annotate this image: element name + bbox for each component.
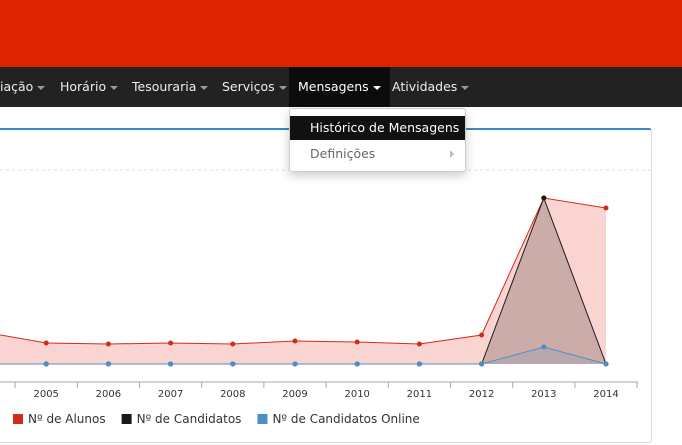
area bbox=[0, 198, 606, 364]
point bbox=[416, 341, 422, 347]
x-tick-label: 2013 bbox=[531, 389, 556, 400]
point bbox=[105, 361, 111, 367]
submenu-arrow bbox=[450, 150, 454, 158]
nav-item[interactable]: Tesouraria bbox=[123, 67, 217, 107]
nav-bar: iação Horário Tesouraria Serviços Mensagens A… bbox=[0, 67, 682, 107]
x-tick-label: 2008 bbox=[220, 389, 245, 400]
point bbox=[230, 361, 236, 367]
legend-label: Nº de Candidatos Online bbox=[272, 412, 419, 426]
nav-item[interactable]: Horário bbox=[51, 67, 127, 107]
legend-swatch bbox=[13, 414, 23, 424]
point bbox=[603, 361, 609, 367]
point bbox=[479, 361, 485, 367]
point bbox=[43, 361, 49, 367]
header bbox=[0, 0, 682, 67]
x-tick-label: 2012 bbox=[469, 389, 494, 400]
x-tick-label: 2010 bbox=[344, 389, 369, 400]
point bbox=[416, 361, 422, 367]
nav-item[interactable]: Serviços bbox=[213, 67, 296, 107]
legend-swatch bbox=[121, 414, 132, 424]
x-tick-label: 2005 bbox=[33, 389, 58, 400]
legend-swatch bbox=[257, 414, 268, 424]
point bbox=[105, 341, 111, 347]
point bbox=[292, 338, 298, 344]
point bbox=[354, 361, 360, 367]
point bbox=[479, 332, 485, 338]
menu-item[interactable]: Definições bbox=[310, 146, 376, 161]
x-tick-label: 2011 bbox=[407, 389, 432, 400]
x-tick-label: 2006 bbox=[96, 389, 121, 400]
point bbox=[230, 341, 236, 347]
point bbox=[354, 339, 360, 345]
nav-item[interactable]: Atividades bbox=[383, 67, 478, 107]
chart: 2005 2006 2007 2008 2009 2010 2011 2012 2013 2014… bbox=[0, 169, 650, 426]
point bbox=[168, 340, 174, 346]
legend-label: Nº de Candidatos bbox=[137, 412, 242, 426]
point bbox=[168, 361, 174, 367]
x-tick-label: 2009 bbox=[282, 389, 307, 400]
x-tick-label: 2014 bbox=[593, 389, 618, 400]
nav-item[interactable]: iação bbox=[0, 67, 54, 107]
point bbox=[541, 344, 547, 350]
point bbox=[603, 205, 609, 211]
legend-label: Nº de Alunos bbox=[28, 412, 106, 426]
point bbox=[292, 361, 298, 367]
point bbox=[43, 340, 49, 346]
point bbox=[541, 195, 547, 201]
menu-item[interactable]: Histórico de Mensagens bbox=[290, 116, 465, 140]
nav-item[interactable]: Mensagens bbox=[289, 67, 390, 107]
dropdown-menu: Histórico de Mensagens Definições bbox=[289, 108, 466, 172]
x-tick-label: 2007 bbox=[158, 389, 183, 400]
